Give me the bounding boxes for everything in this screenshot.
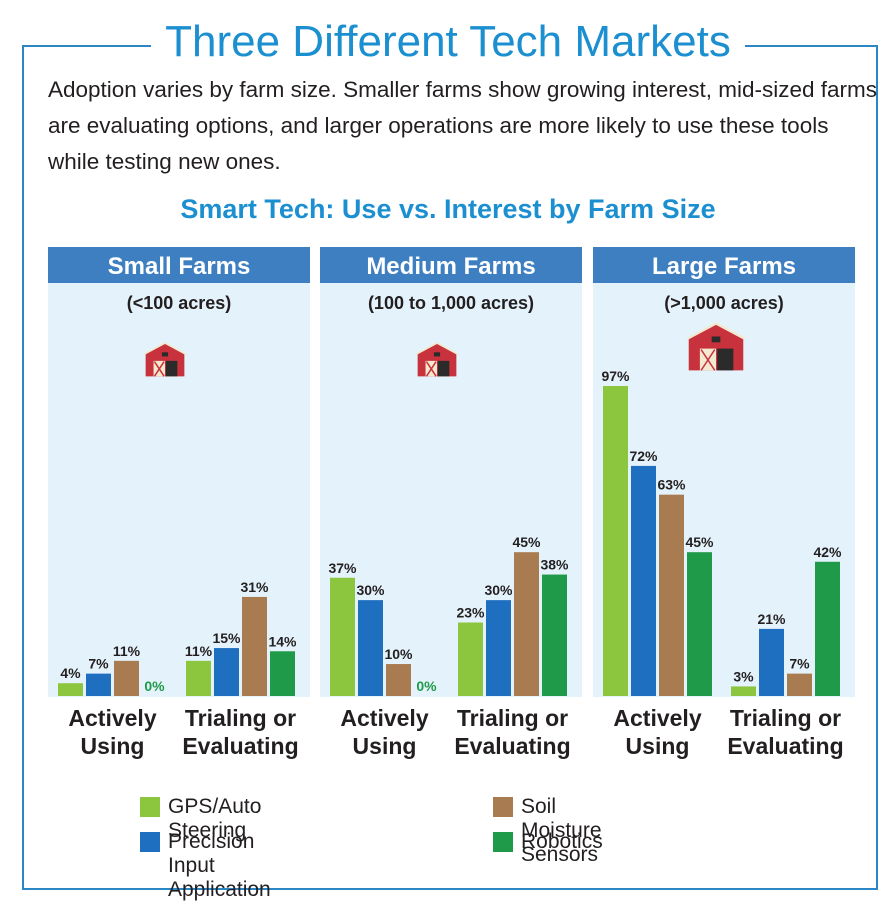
data-label: 14% bbox=[268, 633, 297, 649]
data-label: 30% bbox=[356, 582, 385, 598]
group-label: Using bbox=[626, 733, 690, 759]
data-label: 63% bbox=[657, 477, 686, 493]
panel-2: Large Farms (>1,000 acres) 97% 72% 63% 45% Act… bbox=[593, 247, 855, 759]
data-label: 45% bbox=[685, 534, 714, 550]
data-label: 45% bbox=[512, 534, 541, 550]
bar-soil bbox=[242, 596, 267, 696]
bar-gps bbox=[603, 386, 628, 696]
bar-precision bbox=[358, 600, 383, 696]
data-label: 38% bbox=[540, 557, 569, 573]
data-label: 4% bbox=[60, 665, 81, 681]
data-label: 15% bbox=[212, 630, 241, 646]
data-label: 21% bbox=[757, 611, 786, 627]
panel-header bbox=[320, 247, 582, 283]
data-label: 0% bbox=[416, 678, 437, 694]
data-label: 42% bbox=[813, 544, 842, 560]
barn-door-cross bbox=[700, 349, 716, 371]
legend-swatch-robotics bbox=[493, 832, 513, 852]
barn-loft-window bbox=[161, 352, 169, 357]
data-label: 23% bbox=[456, 604, 485, 620]
data-label: 0% bbox=[144, 678, 165, 694]
bar-soil bbox=[787, 673, 812, 696]
bar-robotics bbox=[687, 552, 712, 696]
group-label: Actively bbox=[613, 705, 701, 731]
data-label: 31% bbox=[240, 579, 269, 595]
legend-swatch-gps bbox=[140, 797, 160, 817]
panel-0: Small Farms(<100 acres)4%7%11%0%Actively… bbox=[48, 247, 310, 759]
bar-gps bbox=[330, 577, 355, 696]
group-label: Actively bbox=[340, 705, 428, 731]
panel-header bbox=[593, 247, 855, 283]
bar-soil bbox=[514, 552, 539, 696]
bar-robotics bbox=[815, 561, 840, 696]
bar-precision bbox=[86, 673, 111, 696]
group-label: Evaluating bbox=[454, 733, 570, 759]
bar-precision bbox=[631, 465, 656, 696]
chart-title: Smart Tech: Use vs. Interest by Farm Siz… bbox=[180, 194, 716, 224]
bar-gps bbox=[58, 683, 83, 696]
panel-title: Large Farms bbox=[652, 253, 796, 280]
bar-precision bbox=[486, 600, 511, 696]
legend-swatch-soil bbox=[493, 797, 513, 817]
legend-label-precision: Precision Input Application bbox=[168, 830, 271, 901]
page-title: Three Different Tech Markets bbox=[0, 14, 896, 70]
data-label: 7% bbox=[88, 656, 109, 672]
bar-robotics bbox=[542, 574, 567, 696]
panel-acreage: (<100 acres) bbox=[127, 293, 232, 313]
data-label: 7% bbox=[789, 656, 810, 672]
data-label: 11% bbox=[185, 643, 213, 659]
barn-door-open bbox=[437, 360, 450, 377]
group-label: Trialing or bbox=[730, 705, 841, 731]
panel-title: Medium Farms bbox=[366, 253, 535, 280]
bar-robotics bbox=[270, 651, 295, 696]
panel-acreage: (100 to 1,000 acres) bbox=[368, 293, 534, 313]
barn-loft-window bbox=[711, 336, 721, 343]
panel-title: Small Farms bbox=[108, 253, 251, 280]
data-label: 3% bbox=[733, 668, 754, 684]
group-label: Evaluating bbox=[727, 733, 843, 759]
legend-label-gps: GPS/Auto Steering bbox=[168, 795, 262, 842]
bar-gps bbox=[186, 660, 211, 696]
data-label: 97% bbox=[601, 368, 630, 384]
barn-door-cross bbox=[425, 361, 437, 377]
data-label: 10% bbox=[384, 646, 413, 662]
barn-loft-window bbox=[433, 352, 441, 357]
group-label: Trialing or bbox=[185, 705, 296, 731]
intro-text: Adoption varies by farm size. Smaller fa… bbox=[48, 77, 878, 174]
group-label: Actively bbox=[68, 705, 156, 731]
data-label: 30% bbox=[484, 582, 513, 598]
legend-label-soil: Soil Moisture Sensors bbox=[521, 795, 602, 866]
group-label: Using bbox=[353, 733, 417, 759]
bar-precision bbox=[214, 648, 239, 696]
bar-soil bbox=[114, 660, 139, 696]
group-label: Trialing or bbox=[457, 705, 568, 731]
bar-gps bbox=[731, 686, 756, 696]
barn-door-open bbox=[165, 360, 178, 377]
bar-soil bbox=[386, 664, 411, 696]
legend-swatch-precision bbox=[140, 832, 160, 852]
bar-precision bbox=[759, 628, 784, 696]
barn-door-cross bbox=[153, 361, 165, 377]
barn-door-open bbox=[717, 348, 734, 371]
data-label: 37% bbox=[328, 560, 357, 576]
bar-gps bbox=[458, 622, 483, 696]
bar-soil bbox=[659, 494, 684, 696]
panel-1: Medium Farms (100 to 1,000 acres) 37% 30% 10… bbox=[320, 247, 582, 759]
panel-background bbox=[48, 247, 310, 697]
legend-label-robotics: Robotics bbox=[521, 830, 603, 853]
group-label: Evaluating bbox=[182, 733, 298, 759]
group-label: Using bbox=[81, 733, 145, 759]
data-label: 11% bbox=[113, 643, 141, 659]
panel-acreage: (>1,000 acres) bbox=[664, 293, 784, 313]
panel-header bbox=[48, 247, 310, 283]
data-label: 72% bbox=[629, 448, 658, 464]
